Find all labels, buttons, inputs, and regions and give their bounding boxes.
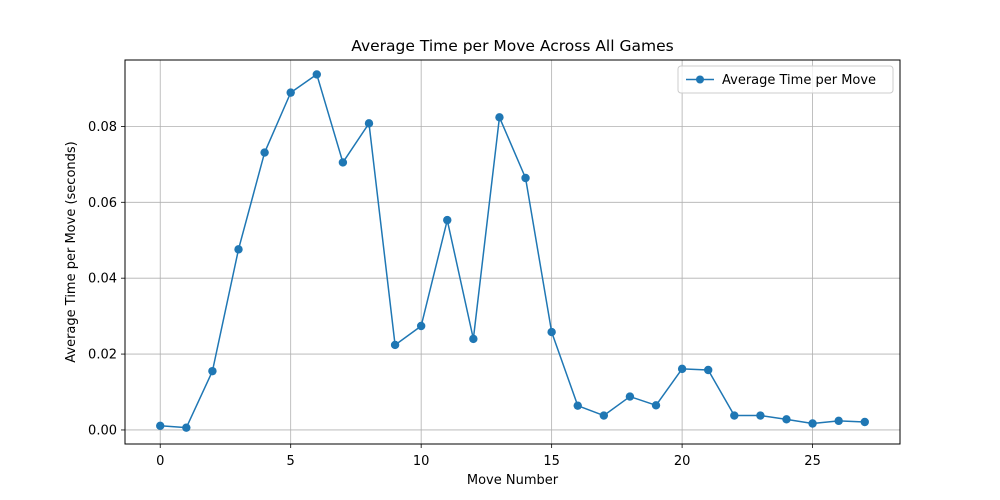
x-tick-label: 0 [156, 454, 164, 469]
data-point [234, 245, 243, 254]
data-point [730, 411, 739, 420]
data-point [599, 411, 609, 420]
legend: Average Time per Move [677, 65, 894, 94]
y-tick-label: 0.06 [88, 196, 117, 211]
data-point [756, 411, 765, 420]
data-point [651, 401, 661, 410]
y-tick-label: 0.04 [88, 272, 117, 287]
x-tick-label: 15 [543, 454, 560, 469]
data-point [390, 340, 400, 350]
series-line [160, 73, 865, 429]
x-tick-label: 25 [804, 454, 821, 469]
x-tick-label: 10 [413, 454, 430, 469]
data-point [416, 321, 426, 331]
data-point [182, 423, 191, 432]
data-point [834, 416, 843, 426]
data-point [495, 113, 504, 122]
legend-box [677, 65, 894, 94]
plot-area-frame [124, 59, 901, 445]
legend-entry-label: Average Time per Move [722, 73, 876, 88]
data-point [156, 421, 165, 430]
data-point [521, 173, 530, 183]
grid-lines [125, 60, 900, 444]
series-layer [156, 70, 869, 432]
legend-marker-swatch [696, 75, 704, 84]
data-point [443, 215, 452, 225]
data-point [469, 334, 478, 344]
data-point [208, 366, 217, 376]
data-point [364, 119, 374, 128]
data-point [312, 70, 321, 79]
y-tick-label: 0.08 [88, 120, 117, 135]
data-point [808, 419, 817, 428]
data-point [625, 392, 635, 401]
data-point [573, 401, 582, 410]
y-tick-label: 0.00 [88, 423, 117, 438]
data-point [860, 417, 869, 427]
chart-title: Average Time per Move Across All Games [351, 37, 673, 55]
data-point [782, 415, 791, 424]
data-point [677, 364, 687, 374]
y-axis-label: Average Time per Move (seconds) [64, 141, 79, 362]
data-point [547, 327, 556, 337]
x-tick-label: 5 [287, 454, 295, 469]
data-point [260, 148, 269, 157]
data-point [704, 365, 713, 375]
x-axis-label: Move Number [467, 473, 559, 488]
data-point [286, 88, 295, 97]
axes: 0 5 10 15 20 25 0.00 0.02 0.04 0.06 0.08 [88, 120, 821, 469]
y-tick-label: 0.02 [88, 348, 117, 363]
data-point [338, 158, 348, 167]
x-tick-label: 20 [674, 454, 691, 469]
